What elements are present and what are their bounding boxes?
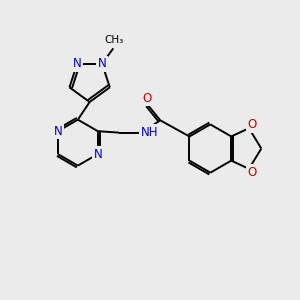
Text: N: N [98,57,106,70]
Text: N: N [93,148,102,160]
Text: N: N [54,125,62,138]
Text: N: N [73,57,82,70]
Text: O: O [142,92,152,105]
Text: CH₃: CH₃ [104,35,124,45]
Text: NH: NH [141,125,159,139]
Text: O: O [248,118,257,131]
Text: O: O [248,166,257,179]
